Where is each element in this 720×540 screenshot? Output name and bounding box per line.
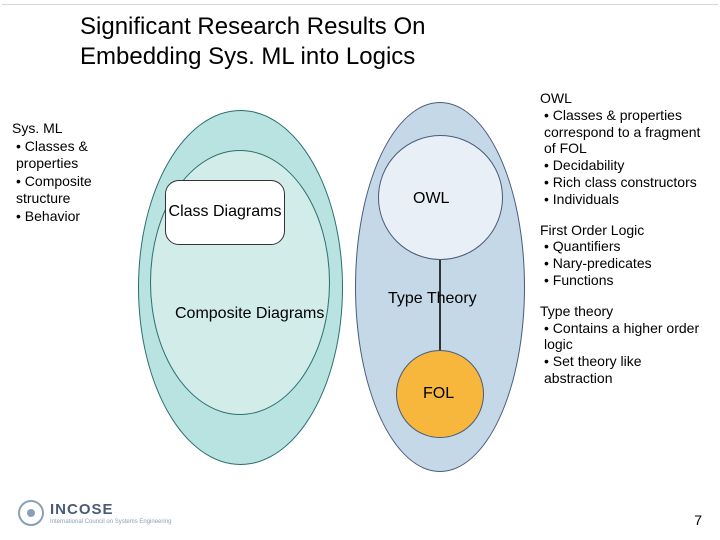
sysml-description: Sys. ML Classes & properties Composite s… [12, 120, 132, 225]
owl-fol-connector [439, 258, 441, 358]
tt-bullet: Set theory like abstraction [540, 353, 710, 387]
top-rule [2, 4, 718, 5]
class-diagrams-box: Class Diagrams [165, 180, 285, 245]
owl-block: OWL Classes & properties correspond to a… [540, 90, 710, 208]
sysml-bullet: Classes & properties [12, 138, 132, 173]
owl-bullet: Decidability [540, 157, 710, 174]
fol-label: FOL [423, 385, 454, 403]
fol-heading: First Order Logic [540, 222, 710, 239]
owl-bullet: Classes & properties correspond to a fra… [540, 107, 710, 157]
sysml-bullet: Behavior [12, 208, 132, 226]
sysml-bullets: Classes & properties Composite structure… [12, 138, 132, 226]
right-descriptions: OWL Classes & properties correspond to a… [540, 90, 710, 401]
class-diagrams-label: Class Diagrams [169, 203, 282, 221]
logo-text: INCOSE [50, 501, 114, 518]
type-theory-label: Type Theory [388, 290, 477, 308]
tt-bullet: Contains a higher order logic [540, 320, 710, 354]
sysml-heading: Sys. ML [12, 120, 132, 138]
fol-bullet: Nary-predicates [540, 255, 710, 272]
composite-diagrams-label: Composite Diagrams [175, 305, 324, 323]
owl-bullets: Classes & properties correspond to a fra… [540, 107, 710, 208]
logo-mark-icon [18, 500, 44, 526]
owl-heading: OWL [540, 90, 710, 107]
fol-bullets: Quantifiers Nary-predicates Functions [540, 238, 710, 288]
owl-label: OWL [413, 190, 449, 208]
composite-diagrams-text: Composite Diagrams [175, 305, 324, 322]
fol-bullet: Quantifiers [540, 238, 710, 255]
incose-logo: INCOSE International Council on Systems … [18, 500, 171, 526]
title-line-2: Embedding Sys. ML into Logics [80, 43, 415, 70]
tt-block: Type theory Contains a higher order logi… [540, 303, 710, 387]
tt-heading: Type theory [540, 303, 710, 320]
owl-bullet: Individuals [540, 191, 710, 208]
logo-subtext: International Council on Systems Enginee… [50, 519, 171, 525]
sysml-bullet: Composite structure [12, 173, 132, 208]
owl-bullet: Rich class constructors [540, 174, 710, 191]
fol-block: First Order Logic Quantifiers Nary-predi… [540, 222, 710, 289]
tt-bullets: Contains a higher order logic Set theory… [540, 320, 710, 387]
page-number: 7 [694, 512, 702, 528]
title-line-1: Significant Research Results On [80, 13, 426, 40]
page-title: Significant Research Results On Embeddin… [80, 12, 426, 72]
fol-bullet: Functions [540, 272, 710, 289]
